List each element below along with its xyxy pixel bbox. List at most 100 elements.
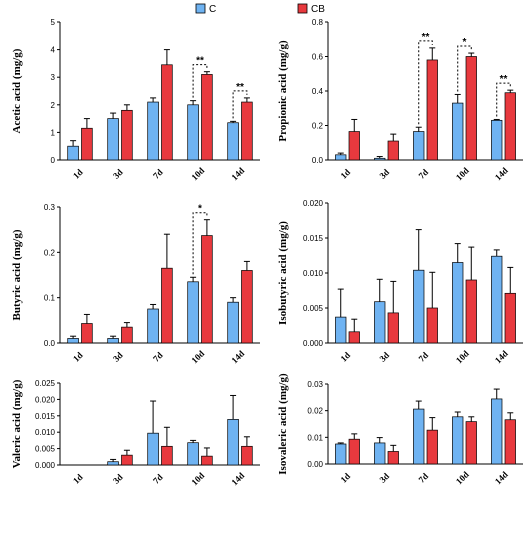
bar-cb [426,307,438,344]
bar-c [374,157,386,161]
x-tick-label: 3d [111,350,125,364]
x-tick-label: 10d [454,165,471,182]
significance-label: ** [422,32,430,43]
y-tick-label: 0.015 [35,412,56,421]
bar-cb [504,419,516,465]
bar-c [107,461,119,466]
x-tick-label: 1d [338,167,352,181]
y-tick-label: 0.0 [312,156,324,165]
y-tick-label: 3 [51,73,56,82]
x-tick-label: 1d [71,472,85,486]
bar-c [374,301,386,344]
x-tick-label: 3d [111,472,125,486]
significance-label: * [463,37,467,48]
bar-cb [161,64,173,161]
bar-cb [201,455,213,466]
y-tick-label: 0.0 [44,339,56,348]
chart-panel: 0.000 0.005 0.010 0.015 0.020 Isobutyric acid… [277,199,523,365]
y-tick-label: 0.01 [307,433,323,442]
y-tick-label: 0.6 [312,53,324,62]
significance-bracket [496,82,511,117]
y-tick-label: 0.4 [312,87,324,96]
x-tick-label: 1d [71,350,85,364]
y-axis-label: Valeric acid (mg/g) [11,379,23,468]
x-tick-label: 3d [377,350,391,364]
bar-cb [161,267,173,344]
bar-cb [387,312,399,344]
bar-cb [121,326,133,344]
x-tick-label: 14d [493,469,510,486]
bar-c [227,419,239,466]
y-tick-label: 0.03 [307,380,323,389]
y-tick-label: 0.1 [44,294,56,303]
x-tick-label: 10d [189,348,206,365]
significance-bracket [457,45,472,92]
significance-bracket [232,90,248,119]
chart-panel: 0.00 0.01 0.02 0.03 Isovaleric acid (mg/g) 1d… [277,373,523,486]
x-tick-label: 14d [229,348,246,365]
y-axis-label: Propionic acid (mg/g) [277,40,289,142]
bar-cb [504,292,516,344]
bar-cb [348,331,360,344]
y-tick-label: 0.3 [44,203,56,212]
bar-cb [426,59,438,161]
bar-c [452,102,464,161]
y-tick-label: 0.000 [303,339,324,348]
bar-c [227,301,239,344]
legend: C CB [195,3,325,15]
x-tick-label: 14d [493,165,510,182]
bar-c [187,442,199,466]
legend-swatch-cb [297,3,308,14]
x-tick-label: 1d [338,471,352,485]
bar-cb [348,438,360,465]
bar-c [335,443,347,465]
y-tick-label: 0.2 [44,248,56,257]
bar-cb [465,421,477,465]
x-tick-label: 3d [377,167,391,181]
y-tick-label: 2 [51,101,56,110]
bar-cb [348,131,360,161]
significance-label: ** [236,82,244,93]
significance-bracket [192,212,208,275]
bar-cb [387,451,399,465]
bar-c [413,408,425,465]
bar-c [491,255,503,344]
bar-cb [121,109,133,161]
y-tick-label: 0.020 [35,395,56,404]
legend-label-c: C [209,4,216,15]
y-tick-label: 0.005 [303,304,324,313]
bar-c [452,262,464,344]
bar-cb [81,127,93,161]
chart-panel: 0.0 0.2 0.4 0.6 0.8 Propionic acid (mg/g) 1d 3d… [277,18,523,182]
bar-cb [201,74,213,161]
significance-label: ** [196,56,204,67]
chart-panel: 0.000 0.005 0.010 0.015 0.020 0.025 Valeric ac… [11,379,260,487]
x-tick-label: 1d [338,350,352,364]
bar-cb [465,56,477,161]
bar-cb [504,92,516,161]
y-tick-label: 0.8 [312,18,324,27]
y-axis-label: Isovaleric acid (mg/g) [277,373,289,475]
bar-c [374,442,386,465]
significance-label: ** [500,74,508,85]
bar-c [413,131,425,161]
x-tick-label: 7d [151,350,165,364]
bar-c [147,308,159,344]
y-axis-label: Butyric acid (mg/g) [11,229,23,320]
bar-c [107,338,119,344]
bar-cb [241,445,253,466]
y-axis-label: Isobutyric acid (mg/g) [277,221,289,325]
bar-c [452,416,464,465]
x-tick-label: 7d [416,471,430,485]
bar-c [187,281,199,344]
chart-panel: 0.0 0.1 0.2 0.3 Butyric acid (mg/g) 1d 3d 7d 10d… [11,203,260,365]
x-tick-label: 7d [416,350,430,364]
significance-label: * [198,204,202,215]
bar-c [187,104,199,161]
bar-c [147,101,159,161]
bar-c [147,432,159,466]
legend-swatch-c [195,3,206,14]
bar-cb [465,279,477,344]
bar-c [67,338,79,344]
